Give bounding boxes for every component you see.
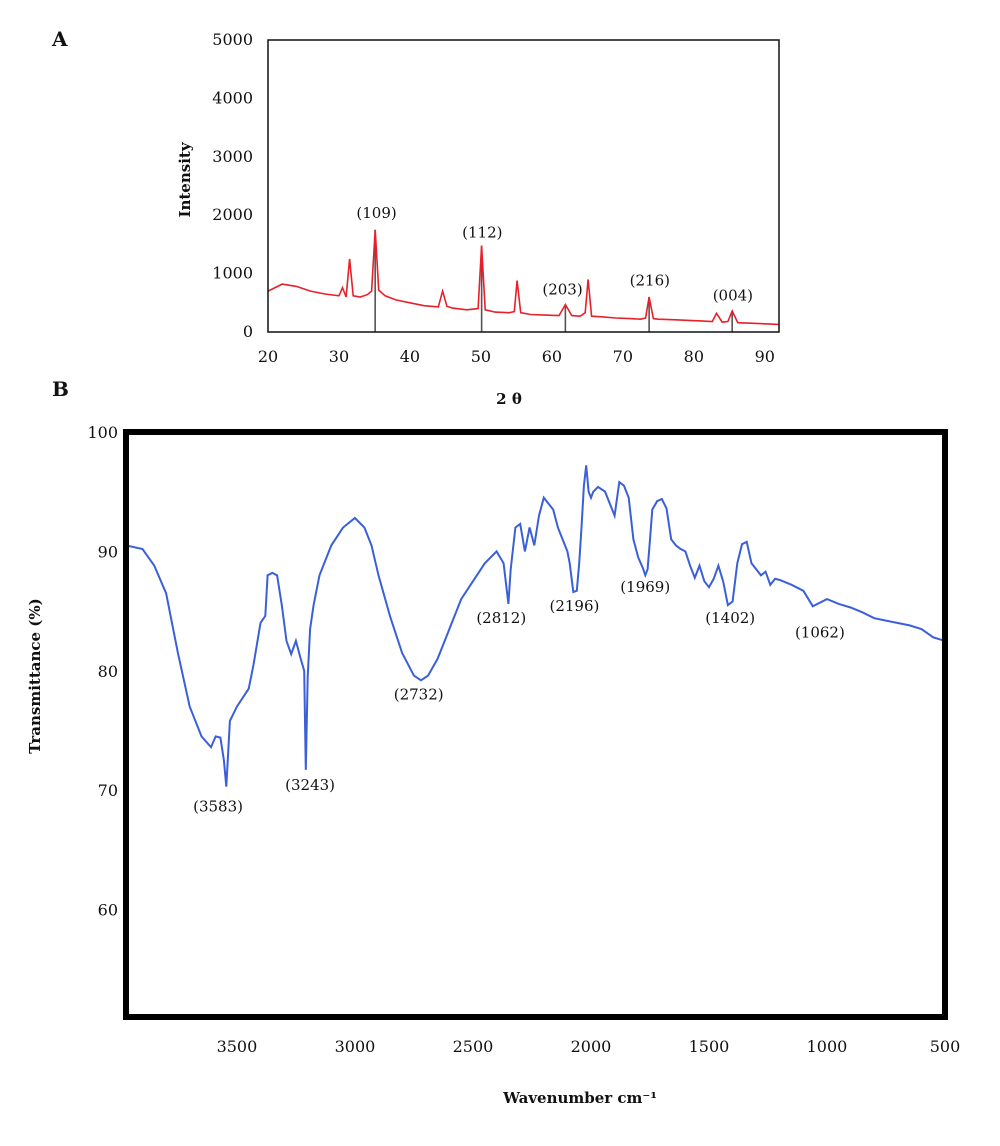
panel-b-peak-label: (1969) <box>620 578 670 596</box>
panel-a-peak-label: (203) <box>542 281 582 299</box>
panel-a-peak-label: (109) <box>356 204 396 222</box>
panel-a-x-tick-label: 70 <box>613 347 633 366</box>
panel-a-y-tick-label: 5000 <box>212 30 253 49</box>
panel-a-x-tick-label: 80 <box>684 347 704 366</box>
panel-b-x-tick-label: 1000 <box>807 1037 848 1056</box>
panel-a-peak-labels: (109) (112) (203) (216) (004) <box>356 204 753 304</box>
panel-b-peak-label: (2812) <box>476 609 526 627</box>
panel-b-y-tick-label: 70 <box>98 781 118 800</box>
panel-letter-b: B <box>52 377 69 401</box>
panel-a-y-tick-label: 3000 <box>212 147 253 166</box>
panel-b-peak-label: (3583) <box>193 798 243 816</box>
panel-b-peak-label: (1402) <box>705 609 755 627</box>
panel-b-x-tick-label: 500 <box>930 1037 961 1056</box>
panel-b-plot-frame <box>123 429 948 1020</box>
panel-letter-a: A <box>51 27 68 51</box>
panel-a-xrd-series-line <box>267 229 780 326</box>
panel-b-x-axis-title: Wavenumber cm⁻¹ <box>502 1089 657 1107</box>
panel-b-x-tick-label: 3500 <box>217 1037 258 1056</box>
panel-a-y-tick-label: 4000 <box>212 88 253 107</box>
panel-b: B 60 70 80 90 100 3500 3000 2500 2000 1500 1000 50… <box>26 377 960 1107</box>
panel-b-x-tick-label: 1500 <box>689 1037 730 1056</box>
panel-b-peak-label: (2196) <box>549 597 599 615</box>
panel-a-y-axis-title: Intensity <box>176 141 194 217</box>
panel-a-plot-frame <box>267 39 780 333</box>
panel-a-peak-label: (216) <box>630 271 670 289</box>
panel-b-peak-label: (3243) <box>285 776 335 794</box>
panel-b-peak-labels: (3583) (3243) (2732) (2812) (2196) (1969) (140… <box>193 578 845 816</box>
panel-b-x-tick-label: 2000 <box>571 1037 612 1056</box>
panel-b-y-axis-title: Transmittance (%) <box>26 598 44 753</box>
panel-a-x-axis-title: 2 θ <box>496 390 522 408</box>
panel-b-x-tick-label: 2500 <box>453 1037 494 1056</box>
panel-b-y-tick-label: 100 <box>87 423 118 442</box>
panel-b-peak-label: (2732) <box>394 685 444 703</box>
panel-b-peak-label: (1062) <box>795 623 845 641</box>
panel-b-ftir-series-line <box>125 465 946 787</box>
panel-b-y-tick-label: 90 <box>98 542 118 561</box>
panel-a-x-tick-label: 60 <box>542 347 562 366</box>
panel-b-y-tick-labels: 60 70 80 90 100 <box>87 423 118 920</box>
panel-a-x-tick-label: 40 <box>400 347 420 366</box>
panel-a-peak-label: (112) <box>462 223 502 241</box>
panel-a-peak-label: (004) <box>713 286 753 304</box>
panel-a-x-tick-label: 20 <box>258 347 278 366</box>
panel-a-y-tick-label: 1000 <box>212 264 253 283</box>
panel-b-y-tick-label: 80 <box>98 662 118 681</box>
panel-a-x-tick-label: 50 <box>471 347 491 366</box>
panel-a-x-tick-label: 90 <box>755 347 775 366</box>
panel-b-x-tick-labels: 3500 3000 2500 2000 1500 1000 500 <box>217 1037 961 1056</box>
panel-b-y-tick-label: 60 <box>98 901 118 920</box>
panel-a-x-tick-label: 30 <box>329 347 349 366</box>
panel-a-x-tick-labels: 20 30 40 50 60 70 80 90 <box>258 347 775 366</box>
panel-a-y-tick-labels: 0 1000 2000 3000 4000 5000 <box>212 30 253 341</box>
panel-a: A 0 1000 2000 3000 4000 5000 20 30 40 50 60 70 80 90… <box>51 27 780 408</box>
panel-b-x-tick-label: 3000 <box>335 1037 376 1056</box>
panel-a-y-tick-label: 2000 <box>212 205 253 224</box>
panel-a-y-tick-label: 0 <box>243 322 253 341</box>
